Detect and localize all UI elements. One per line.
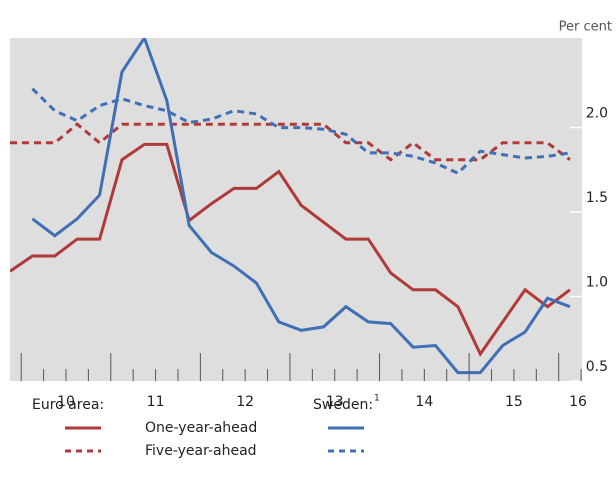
series-line	[31, 38, 571, 375]
series-line	[10, 122, 571, 162]
y-tick-label: 0.5	[586, 359, 608, 375]
legend-note: 1	[374, 394, 380, 404]
x-tick-label: 15	[505, 394, 523, 410]
legend-label: One-year-ahead	[145, 420, 257, 436]
series-line	[31, 87, 571, 175]
legend-group: Sweden:	[313, 397, 373, 413]
legend-label: Five-year-ahead	[145, 443, 257, 459]
lines	[10, 38, 571, 375]
y-tick-label: 1.5	[586, 190, 608, 206]
y-tick-label: 2.0	[586, 106, 608, 122]
x-tick-label: 14	[415, 394, 433, 410]
x-tick-label: 13	[326, 394, 344, 410]
x-tick-label: 10	[57, 394, 75, 410]
legend-group: Euro area:	[32, 397, 104, 413]
y-tick-label: 1.0	[586, 275, 608, 291]
y-unit: Per cent	[559, 20, 612, 35]
x-tick-label: 12	[236, 394, 254, 410]
x-tick-label: 16	[569, 394, 587, 410]
x-tick-label: 11	[147, 394, 165, 410]
plot-area	[10, 38, 582, 381]
series-line	[10, 142, 571, 357]
